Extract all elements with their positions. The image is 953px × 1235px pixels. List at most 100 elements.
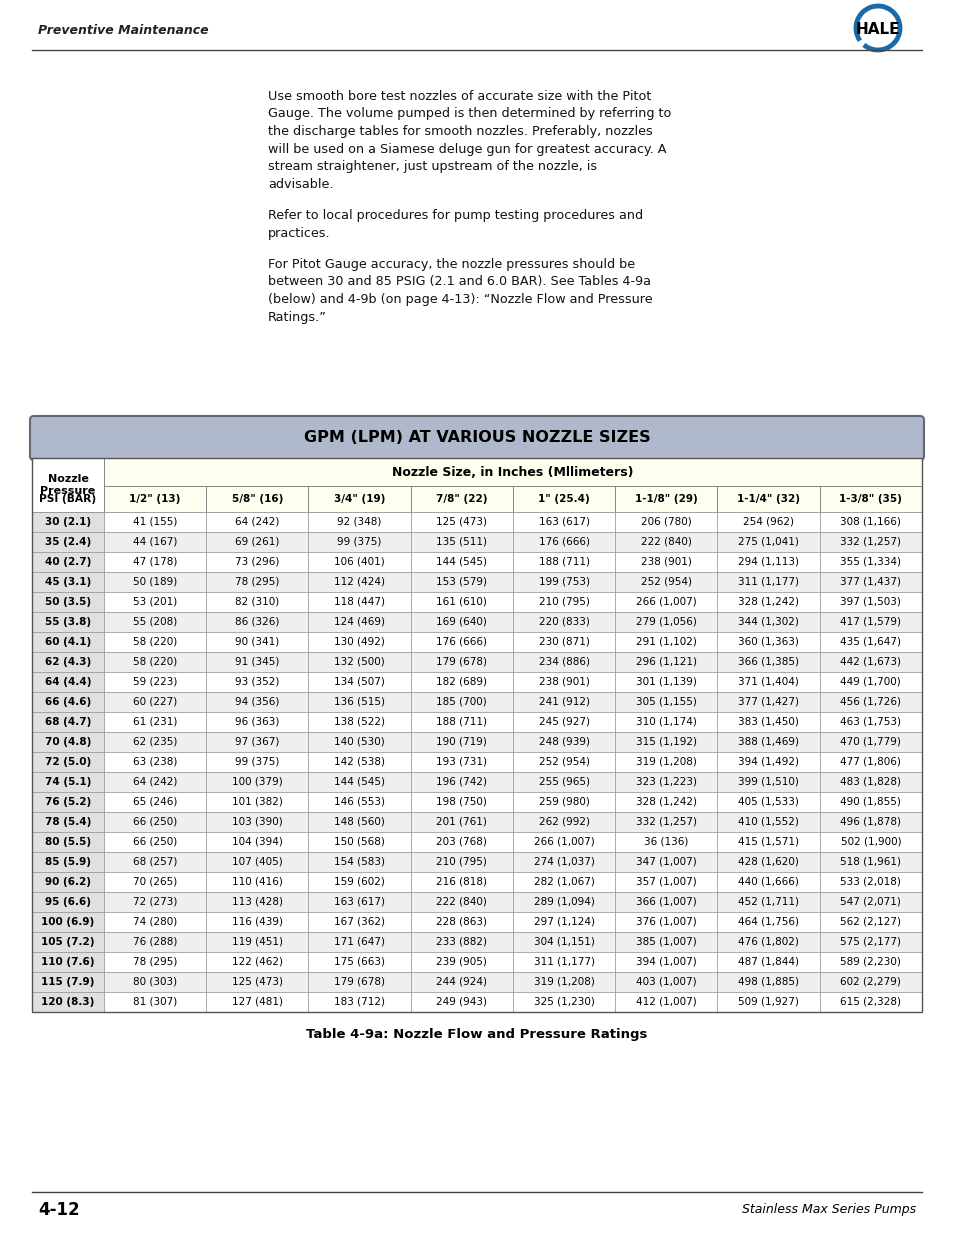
Text: 5/8" (16): 5/8" (16)	[232, 494, 283, 504]
Text: 66 (4.6): 66 (4.6)	[45, 697, 91, 706]
Text: 305 (1,155): 305 (1,155)	[636, 697, 696, 706]
Bar	[206, 811, 308, 832]
Bar	[104, 487, 206, 513]
Bar	[411, 952, 513, 972]
Text: 78 (5.4): 78 (5.4)	[45, 818, 91, 827]
Text: 134 (507): 134 (507)	[334, 677, 385, 687]
Bar	[308, 613, 411, 632]
Bar	[717, 732, 819, 752]
Bar	[615, 713, 717, 732]
Text: 78 (295): 78 (295)	[235, 577, 279, 587]
Bar	[819, 613, 921, 632]
Text: 282 (1,067): 282 (1,067)	[533, 877, 594, 887]
Bar	[513, 932, 615, 952]
Text: 266 (1,007): 266 (1,007)	[636, 597, 696, 606]
Bar	[615, 892, 717, 911]
Bar	[615, 672, 717, 692]
Bar	[411, 872, 513, 892]
Bar	[513, 952, 615, 972]
Bar	[615, 652, 717, 672]
Text: 132 (500): 132 (500)	[334, 657, 385, 667]
Text: 262 (992): 262 (992)	[538, 818, 589, 827]
Text: 103 (390): 103 (390)	[232, 818, 282, 827]
Bar	[411, 692, 513, 713]
Bar	[104, 632, 206, 652]
Text: 185 (700): 185 (700)	[436, 697, 487, 706]
Text: 93 (352): 93 (352)	[235, 677, 279, 687]
Text: 328 (1,242): 328 (1,242)	[636, 797, 696, 806]
Text: (below) and 4-9b (on page 4-13): “Nozzle Flow and Pressure: (below) and 4-9b (on page 4-13): “Nozzle…	[268, 293, 652, 306]
Text: 65 (246): 65 (246)	[132, 797, 177, 806]
Bar	[308, 572, 411, 592]
Text: 63 (238): 63 (238)	[132, 757, 177, 767]
Text: 385 (1,007): 385 (1,007)	[636, 937, 696, 947]
Bar	[104, 532, 206, 552]
Bar	[206, 592, 308, 613]
Text: 66 (250): 66 (250)	[132, 837, 177, 847]
Text: 188 (711): 188 (711)	[538, 557, 589, 567]
Bar	[411, 572, 513, 592]
Bar	[513, 752, 615, 772]
Text: 62 (4.3): 62 (4.3)	[45, 657, 91, 667]
Text: 291 (1,102): 291 (1,102)	[636, 637, 696, 647]
Text: 95 (6.6): 95 (6.6)	[45, 897, 91, 906]
Text: 140 (530): 140 (530)	[334, 737, 385, 747]
Bar	[819, 652, 921, 672]
Text: 366 (1,385): 366 (1,385)	[738, 657, 799, 667]
Text: 64 (242): 64 (242)	[132, 777, 177, 787]
Text: 72 (273): 72 (273)	[132, 897, 177, 906]
Text: 55 (208): 55 (208)	[132, 618, 177, 627]
Text: 328 (1,242): 328 (1,242)	[738, 597, 799, 606]
Text: 403 (1,007): 403 (1,007)	[636, 977, 696, 987]
Text: 76 (5.2): 76 (5.2)	[45, 797, 91, 806]
Text: 249 (943): 249 (943)	[436, 997, 487, 1007]
Text: 36 (136): 36 (136)	[643, 837, 688, 847]
Bar	[308, 732, 411, 752]
Text: 274 (1,037): 274 (1,037)	[533, 857, 594, 867]
Text: 176 (666): 176 (666)	[538, 537, 589, 547]
Text: Nozzle
Pressure: Nozzle Pressure	[40, 474, 95, 495]
Text: 179 (678): 179 (678)	[436, 657, 487, 667]
Bar	[308, 832, 411, 852]
Bar	[308, 952, 411, 972]
Text: 222 (840): 222 (840)	[436, 897, 487, 906]
Text: 112 (424): 112 (424)	[334, 577, 385, 587]
Text: HALE: HALE	[855, 21, 900, 37]
Bar	[104, 458, 921, 487]
Text: 72 (5.0): 72 (5.0)	[45, 757, 91, 767]
Bar	[411, 592, 513, 613]
Text: 410 (1,552): 410 (1,552)	[738, 818, 799, 827]
Text: 252 (954): 252 (954)	[538, 757, 589, 767]
Text: 99 (375): 99 (375)	[337, 537, 381, 547]
Bar	[104, 592, 206, 613]
Bar	[411, 513, 513, 532]
Text: 55 (3.8): 55 (3.8)	[45, 618, 91, 627]
Bar	[513, 792, 615, 811]
Bar	[308, 632, 411, 652]
Text: 360 (1,363): 360 (1,363)	[738, 637, 799, 647]
Text: 70 (4.8): 70 (4.8)	[45, 737, 91, 747]
Bar	[411, 752, 513, 772]
Text: 311 (1,177): 311 (1,177)	[533, 957, 594, 967]
Bar	[717, 952, 819, 972]
Bar	[104, 672, 206, 692]
Text: 153 (579): 153 (579)	[436, 577, 487, 587]
Text: 297 (1,124): 297 (1,124)	[533, 918, 594, 927]
Bar	[513, 772, 615, 792]
Bar	[411, 652, 513, 672]
Bar	[717, 832, 819, 852]
Bar	[32, 811, 104, 832]
Text: 163 (617): 163 (617)	[334, 897, 385, 906]
Bar	[206, 792, 308, 811]
Text: 602 (2,279): 602 (2,279)	[840, 977, 901, 987]
Bar	[308, 811, 411, 832]
Text: 40 (2.7): 40 (2.7)	[45, 557, 91, 567]
Bar	[513, 892, 615, 911]
Text: 144 (545): 144 (545)	[436, 557, 487, 567]
Bar	[717, 672, 819, 692]
Bar	[513, 613, 615, 632]
Bar	[104, 692, 206, 713]
Bar	[411, 992, 513, 1011]
Bar	[615, 487, 717, 513]
Text: 124 (469): 124 (469)	[334, 618, 385, 627]
